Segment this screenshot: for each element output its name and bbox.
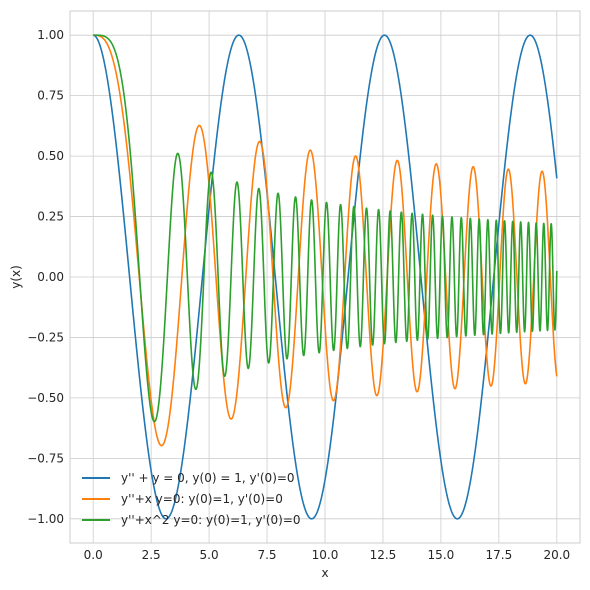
x-axis-label: x (321, 566, 328, 580)
x-tick-label: 5.0 (200, 548, 219, 562)
series-line-2 (92, 34, 558, 423)
x-tick-label: 10.0 (312, 548, 339, 562)
x-tick-label: 20.0 (543, 548, 570, 562)
y-tick-label: 0.00 (37, 270, 64, 284)
legend-label-1: y''+x y=0: y(0)=1, y'(0)=0 (121, 492, 283, 506)
legend-label-0: y'' + y = 0, y(0) = 1, y'(0)=0 (121, 471, 295, 485)
y-axis-ticks: −1.00 −0.75 −0.50 −0.25 0.00 0.25 0.50 0.75 1.00 (27, 28, 64, 526)
y-axis-label: y(x) (9, 265, 23, 289)
plot-frame (69, 10, 581, 544)
grid (70, 11, 580, 543)
y-tick-label: −0.50 (27, 391, 64, 405)
y-tick-label: 1.00 (37, 28, 64, 42)
y-tick-label: 0.25 (37, 210, 64, 224)
legend: y'' + y = 0, y(0) = 1, y'(0)=0 y''+x y=0:… (82, 471, 301, 527)
x-axis-ticks: 0.0 2.5 5.0 7.5 10.0 12.5 15.0 17.5 20.0 (84, 548, 571, 562)
series-line-0 (92, 34, 558, 520)
y-tick-label: −0.25 (27, 330, 64, 344)
y-tick-label: −1.00 (27, 512, 64, 526)
x-tick-label: 17.5 (486, 548, 513, 562)
series-group (92, 34, 558, 520)
y-tick-label: 0.75 (37, 89, 64, 103)
y-tick-label: −0.75 (27, 451, 64, 465)
x-tick-label: 2.5 (142, 548, 161, 562)
y-tick-label: 0.50 (37, 149, 64, 163)
legend-label-2: y''+x^2 y=0: y(0)=1, y'(0)=0 (121, 513, 301, 527)
x-tick-label: 12.5 (370, 548, 397, 562)
x-tick-label: 15.0 (428, 548, 455, 562)
x-tick-label: 7.5 (257, 548, 276, 562)
x-tick-label: 0.0 (84, 548, 103, 562)
